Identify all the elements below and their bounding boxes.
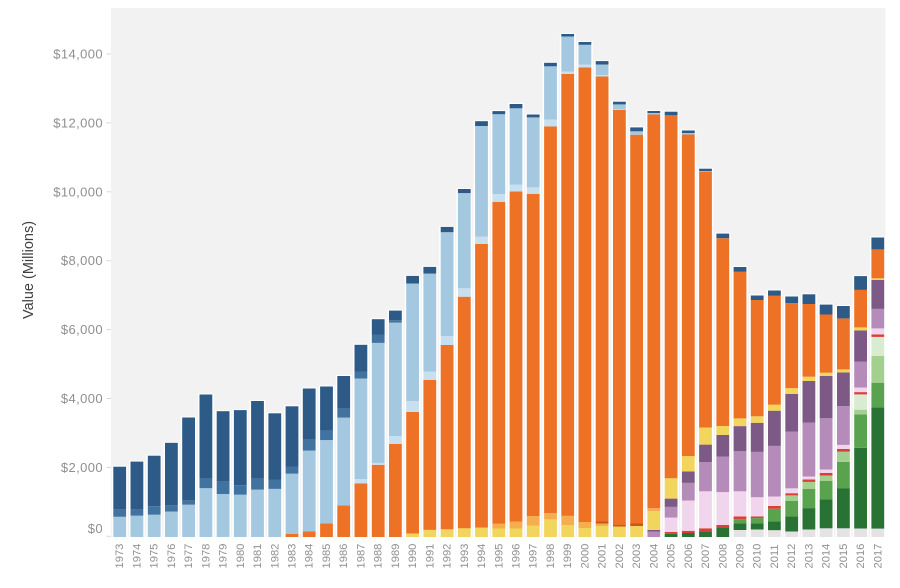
- svg-text:2011: 2011: [769, 544, 781, 568]
- svg-text:$2,000: $2,000: [61, 460, 103, 475]
- svg-text:1999: 1999: [562, 544, 574, 569]
- svg-text:1994: 1994: [476, 544, 488, 569]
- svg-text:1978: 1978: [200, 544, 212, 569]
- svg-text:2017: 2017: [872, 544, 884, 569]
- svg-text:1979: 1979: [218, 544, 230, 569]
- svg-text:1984: 1984: [304, 544, 316, 569]
- svg-text:1997: 1997: [528, 544, 540, 569]
- svg-text:1982: 1982: [269, 544, 281, 569]
- svg-text:Value (Millions): Value (Millions): [21, 221, 37, 319]
- svg-text:$4,000: $4,000: [61, 391, 103, 406]
- svg-text:2007: 2007: [700, 544, 712, 569]
- svg-text:$10,000: $10,000: [53, 184, 103, 199]
- svg-text:2005: 2005: [666, 544, 678, 569]
- svg-text:2008: 2008: [717, 544, 729, 569]
- svg-text:1974: 1974: [131, 544, 143, 569]
- svg-text:1973: 1973: [114, 544, 126, 569]
- svg-text:1980: 1980: [235, 544, 247, 569]
- svg-text:1981: 1981: [252, 544, 264, 569]
- svg-text:1987: 1987: [355, 544, 367, 569]
- svg-text:1977: 1977: [183, 544, 195, 569]
- svg-text:$8,000: $8,000: [61, 253, 103, 268]
- svg-text:2014: 2014: [821, 544, 833, 569]
- svg-text:2013: 2013: [803, 544, 815, 569]
- svg-text:1995: 1995: [493, 544, 505, 569]
- svg-text:$0: $0: [88, 521, 103, 536]
- svg-text:$6,000: $6,000: [61, 322, 103, 337]
- svg-text:1988: 1988: [373, 544, 385, 569]
- svg-text:2002: 2002: [614, 544, 626, 569]
- svg-text:1975: 1975: [149, 544, 161, 569]
- svg-text:1992: 1992: [442, 544, 454, 569]
- svg-text:2006: 2006: [683, 544, 695, 569]
- svg-text:1983: 1983: [287, 544, 299, 569]
- svg-text:2003: 2003: [631, 544, 643, 569]
- svg-text:1976: 1976: [166, 544, 178, 569]
- svg-text:1996: 1996: [511, 544, 523, 569]
- svg-text:1986: 1986: [338, 544, 350, 569]
- svg-text:2012: 2012: [786, 544, 798, 569]
- svg-text:1993: 1993: [459, 544, 471, 569]
- svg-text:2010: 2010: [752, 544, 764, 569]
- svg-text:1990: 1990: [407, 544, 419, 569]
- svg-text:$14,000: $14,000: [53, 47, 103, 62]
- svg-text:2015: 2015: [838, 544, 850, 569]
- svg-text:2001: 2001: [597, 544, 609, 569]
- svg-text:1991: 1991: [424, 544, 436, 569]
- svg-text:2016: 2016: [855, 544, 867, 569]
- svg-text:2000: 2000: [579, 544, 591, 569]
- svg-text:1989: 1989: [390, 544, 402, 569]
- svg-text:2004: 2004: [648, 544, 660, 569]
- svg-text:1998: 1998: [545, 544, 557, 569]
- svg-text:2009: 2009: [735, 544, 747, 569]
- svg-text:$12,000: $12,000: [53, 115, 103, 130]
- svg-text:1985: 1985: [321, 544, 333, 569]
